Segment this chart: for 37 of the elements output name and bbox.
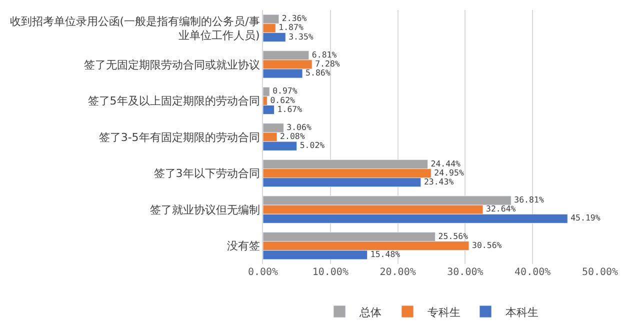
data-label: 0.97%	[272, 86, 298, 96]
data-label: 23.43%	[424, 176, 454, 186]
data-label: 5.02%	[300, 140, 325, 150]
data-label: 25.56%	[438, 230, 468, 241]
data-label: 32.64%	[486, 204, 516, 214]
data-label: 30.56%	[472, 240, 502, 250]
data-label: 1.87%	[278, 22, 304, 32]
data-label: 1.67%	[277, 104, 302, 114]
data-label: 5.86%	[306, 68, 330, 78]
data-label: 36.81%	[514, 194, 544, 205]
y-tick-label: 签了就业协议但无编制	[150, 203, 260, 216]
y-tick-label: 签了无固定期限劳动合同或就业协议	[84, 58, 260, 72]
data-label: 24.95%	[434, 167, 464, 178]
legend-label: 专科生	[428, 306, 460, 319]
data-label: 45.19%	[570, 212, 600, 223]
data-label: 0.62%	[270, 94, 296, 105]
data-label: 2.36%	[282, 13, 307, 24]
x-tick-label: 20.00%	[380, 267, 416, 278]
data-label: 15.48%	[370, 248, 400, 259]
y-tick-label: 签了5年及以上固定期限的劳动合同	[88, 94, 260, 108]
y-tick-label: 签了3年以下劳动合同	[154, 167, 260, 180]
data-label: 6.81%	[312, 49, 337, 60]
y-tick-label: 签了3-5年有固定期限的劳动合同	[98, 130, 260, 144]
legend-label: 本科生	[506, 306, 538, 319]
data-label: 24.44%	[430, 158, 461, 168]
x-tick-label: 30.00%	[447, 267, 484, 278]
x-tick-label: 40.00%	[514, 267, 551, 278]
data-label: 3.35%	[288, 31, 314, 42]
x-tick-label: 50.00%	[582, 267, 618, 278]
y-tick-label: 收到招考单位录用公函(一般是指有编制的公务员/事业单位工作人员)	[10, 14, 260, 42]
data-label: 2.08%	[280, 131, 305, 142]
x-tick-label: 10.00%	[312, 267, 348, 278]
x-tick-label: 0.00%	[248, 267, 278, 278]
y-tick-label: 没有签	[226, 240, 260, 253]
data-label: 3.06%	[286, 122, 312, 132]
data-label: 7.28%	[315, 58, 340, 68]
legend-label: 总体	[358, 306, 382, 319]
